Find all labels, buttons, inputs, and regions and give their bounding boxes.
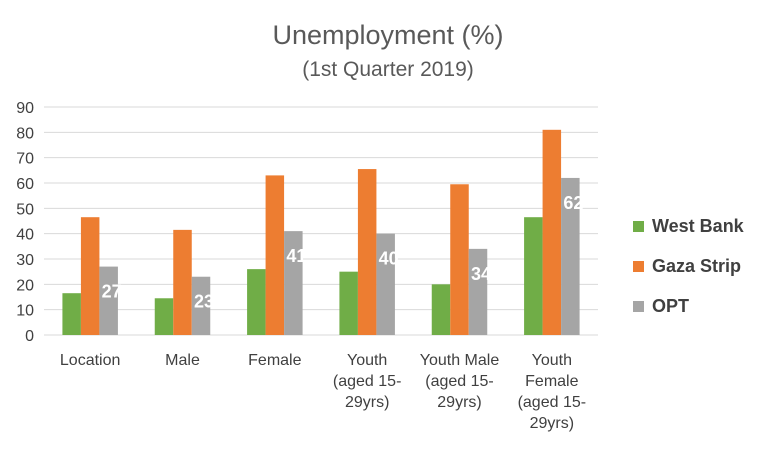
x-tick-label: (aged 15- — [425, 373, 494, 390]
x-tick-label: (aged 15- — [333, 373, 402, 390]
bar-gaza-strip — [173, 229, 192, 335]
bar-opt — [99, 266, 118, 335]
chart-subtitle: (1st Quarter 2019) — [302, 58, 474, 81]
y-tick-label: 80 — [16, 125, 34, 142]
bar-opt — [561, 177, 580, 335]
bar-west-bank — [62, 293, 81, 335]
y-axis: 0 10 20 30 40 50 60 70 80 90 — [16, 100, 34, 345]
bar-opt — [468, 248, 488, 335]
bar-gaza-strip — [265, 175, 285, 335]
bar-west-bank — [154, 298, 174, 335]
bar-opt — [191, 276, 211, 335]
x-axis: Location Male Female Youth (aged 15- 29yrs) Yo… — [60, 352, 586, 432]
x-tick-label: Youth Male — [420, 352, 500, 369]
x-tick-label: Youth — [532, 352, 572, 369]
legend-label: West Bank — [652, 216, 745, 236]
bar-opt — [284, 231, 303, 335]
x-tick-label: Youth — [347, 352, 387, 369]
y-tick-label: 0 — [25, 328, 34, 345]
bar-west-bank — [524, 217, 543, 335]
data-label: 27 — [102, 282, 122, 302]
x-tick-label: Male — [165, 352, 200, 369]
x-tick-label: (aged 15- — [518, 394, 587, 411]
bar-west-bank — [431, 284, 451, 335]
x-tick-label: 29yrs) — [530, 415, 574, 432]
y-tick-label: 40 — [16, 227, 34, 244]
x-tick-label: 29yrs) — [437, 394, 481, 411]
y-tick-label: 60 — [16, 176, 34, 193]
x-tick-label: Female — [525, 373, 578, 390]
bar-west-bank — [247, 269, 266, 335]
gridlines — [44, 106, 598, 336]
x-tick-label: Location — [60, 352, 121, 369]
chart-title: Unemployment (%) — [272, 20, 503, 50]
bar-gaza-strip — [542, 129, 562, 335]
data-labels: 27 23 41 40 34 62 — [102, 193, 584, 312]
bar-opt — [376, 233, 395, 335]
bar-gaza-strip — [80, 217, 100, 335]
bar-gaza-strip — [450, 184, 469, 335]
legend-label: OPT — [652, 296, 689, 316]
x-tick-label: 29yrs) — [345, 394, 389, 411]
bars — [62, 129, 580, 335]
bar-gaza-strip — [357, 169, 377, 335]
data-label: 40 — [379, 249, 399, 269]
y-tick-label: 70 — [16, 151, 34, 168]
data-label: 34 — [471, 264, 491, 284]
bar-west-bank — [339, 271, 358, 335]
y-tick-label: 90 — [16, 100, 34, 117]
y-tick-label: 30 — [16, 252, 34, 269]
data-label: 23 — [194, 292, 214, 312]
y-tick-label: 50 — [16, 201, 34, 218]
y-tick-label: 20 — [16, 277, 34, 294]
legend-swatch — [633, 221, 644, 232]
legend-swatch — [633, 301, 644, 312]
legend-swatch — [633, 261, 644, 272]
data-label: 62 — [563, 193, 583, 213]
x-tick-label: Female — [248, 352, 301, 369]
legend-label: Gaza Strip — [652, 256, 741, 276]
y-tick-label: 10 — [16, 303, 34, 320]
legend: West Bank Gaza Strip OPT — [633, 216, 745, 316]
data-label: 41 — [286, 246, 306, 266]
